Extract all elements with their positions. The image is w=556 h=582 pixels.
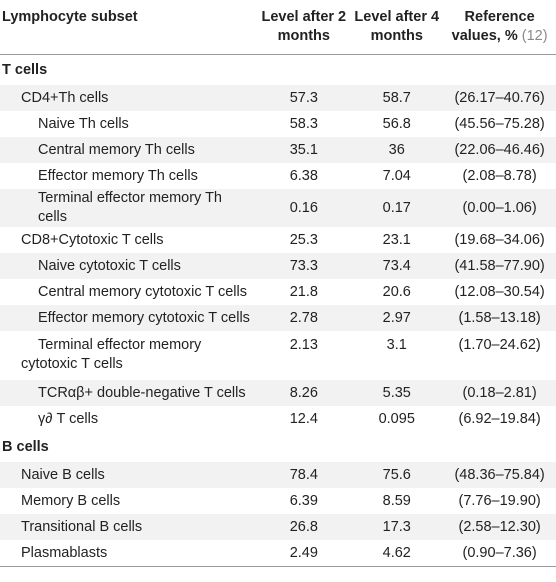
row-label: Central memory cytotoxic T cells — [0, 279, 258, 305]
table-row: Central memory cytotoxic T cells 21.8 20… — [0, 279, 556, 305]
cell-level-4-months: 0.095 — [350, 406, 444, 432]
cell-reference: (0.90–7.36) — [443, 540, 556, 567]
cell-reference: (19.68–34.06) — [443, 227, 556, 253]
cell-level-4-months: 8.59 — [350, 488, 444, 514]
section-row: T cells — [0, 54, 556, 85]
table-row: CD4+Th cells 57.3 58.7 (26.17–40.76) — [0, 85, 556, 111]
table-row: Memory B cells 6.39 8.59 (7.76–19.90) — [0, 488, 556, 514]
table-row: Plasmablasts 2.49 4.62 (0.90–7.36) — [0, 540, 556, 567]
table-row: TCRαβ+ double-negative T cells 8.26 5.35… — [0, 380, 556, 406]
cell-level-2-months: 2.49 — [257, 540, 351, 567]
cell-level-2-months: 58.3 — [257, 111, 351, 137]
cell-reference: (0.18–2.81) — [443, 380, 556, 406]
cell-level-2-months: 6.39 — [257, 488, 351, 514]
cell-level-4-months: 75.6 — [350, 462, 444, 488]
cell-reference: (12.08–30.54) — [443, 279, 556, 305]
row-label: Memory B cells — [0, 488, 258, 514]
cell-reference: (48.36–75.84) — [443, 462, 556, 488]
header-subset: Lymphocyte subset — [0, 5, 258, 55]
cell-reference: (41.58–77.90) — [443, 253, 556, 279]
table-row: Effector memory cytotoxic T cells 2.78 2… — [0, 305, 556, 331]
cell-level-4-months: 36 — [350, 137, 444, 163]
cell-reference: (22.06–46.46) — [443, 137, 556, 163]
cell-level-2-months: 12.4 — [257, 406, 351, 432]
section-row: B cells — [0, 432, 556, 462]
cell-level-2-months: 2.13 — [257, 331, 351, 380]
cell-level-4-months: 7.04 — [350, 163, 444, 189]
row-label: CD8+Cytotoxic T cells — [0, 227, 258, 253]
table-row: Central memory Th cells 35.1 36 (22.06–4… — [0, 137, 556, 163]
cell-level-4-months: 56.8 — [350, 111, 444, 137]
cell-level-2-months: 57.3 — [257, 85, 351, 111]
cell-level-4-months: 4.62 — [350, 540, 444, 567]
table-row: CD8+Cytotoxic T cells 25.3 23.1 (19.68–3… — [0, 227, 556, 253]
row-label: Naive B cells — [0, 462, 258, 488]
row-label: Plasmablasts — [0, 540, 258, 567]
cell-level-4-months: 0.17 — [350, 189, 444, 227]
row-label: Central memory Th cells — [0, 137, 258, 163]
cell-reference: (1.58–13.18) — [443, 305, 556, 331]
cell-level-2-months: 35.1 — [257, 137, 351, 163]
reference-citation-link[interactable]: (12) — [521, 28, 548, 44]
row-label: Terminal effector memory Th cells — [0, 189, 258, 227]
row-label: TCRαβ+ double-negative T cells — [0, 380, 258, 406]
cell-reference: (1.70–24.62) — [443, 331, 556, 380]
section-label: B cells — [0, 432, 556, 462]
header-level-4-months: Level after 4 months — [350, 5, 444, 55]
table-row: Naive Th cells 58.3 56.8 (45.56–75.28) — [0, 111, 556, 137]
header-reference: Reference values, % (12) — [443, 5, 556, 55]
cell-level-2-months: 0.16 — [257, 189, 351, 227]
table-row: Effector memory Th cells 6.38 7.04 (2.08… — [0, 163, 556, 189]
table-row: Naive B cells 78.4 75.6 (48.36–75.84) — [0, 462, 556, 488]
row-label: Transitional B cells — [0, 514, 258, 540]
cell-level-2-months: 2.78 — [257, 305, 351, 331]
table-row: Naive cytotoxic T cells 73.3 73.4 (41.58… — [0, 253, 556, 279]
cell-level-2-months: 78.4 — [257, 462, 351, 488]
row-label: Effector memory Th cells — [0, 163, 258, 189]
cell-level-4-months: 5.35 — [350, 380, 444, 406]
cell-level-2-months: 25.3 — [257, 227, 351, 253]
cell-level-2-months: 6.38 — [257, 163, 351, 189]
cell-level-4-months: 73.4 — [350, 253, 444, 279]
row-label: Terminal effector memory cytotoxic T cel… — [0, 331, 258, 380]
row-label: Effector memory cytotoxic T cells — [0, 305, 258, 331]
cell-reference: (26.17–40.76) — [443, 85, 556, 111]
cell-level-2-months: 8.26 — [257, 380, 351, 406]
row-label: γ∂ T cells — [0, 406, 258, 432]
cell-level-2-months: 26.8 — [257, 514, 351, 540]
cell-level-2-months: 21.8 — [257, 279, 351, 305]
cell-level-4-months: 2.97 — [350, 305, 444, 331]
cell-reference: (0.00–1.06) — [443, 189, 556, 227]
table-row: Terminal effector memory cytotoxic T cel… — [0, 331, 556, 380]
cell-reference: (6.92–19.84) — [443, 406, 556, 432]
table-row: Transitional B cells 26.8 17.3 (2.58–12.… — [0, 514, 556, 540]
row-label: CD4+Th cells — [0, 85, 258, 111]
cell-level-4-months: 3.1 — [350, 331, 444, 380]
lymphocyte-table: Lymphocyte subset Level after 2 months L… — [0, 5, 556, 567]
row-label: Naive cytotoxic T cells — [0, 253, 258, 279]
header-level-2-months: Level after 2 months — [257, 5, 351, 55]
table-row: γ∂ T cells 12.4 0.095 (6.92–19.84) — [0, 406, 556, 432]
cell-reference: (2.08–8.78) — [443, 163, 556, 189]
table-row: Terminal effector memory Th cells 0.16 0… — [0, 189, 556, 227]
cell-level-2-months: 73.3 — [257, 253, 351, 279]
cell-reference: (2.58–12.30) — [443, 514, 556, 540]
cell-level-4-months: 17.3 — [350, 514, 444, 540]
header-reference-label: Reference values, % — [451, 9, 535, 44]
section-label: T cells — [0, 54, 556, 85]
cell-level-4-months: 58.7 — [350, 85, 444, 111]
cell-level-4-months: 20.6 — [350, 279, 444, 305]
row-label: Naive Th cells — [0, 111, 258, 137]
cell-reference: (7.76–19.90) — [443, 488, 556, 514]
header-row: Lymphocyte subset Level after 2 months L… — [0, 5, 556, 55]
cell-reference: (45.56–75.28) — [443, 111, 556, 137]
cell-level-4-months: 23.1 — [350, 227, 444, 253]
